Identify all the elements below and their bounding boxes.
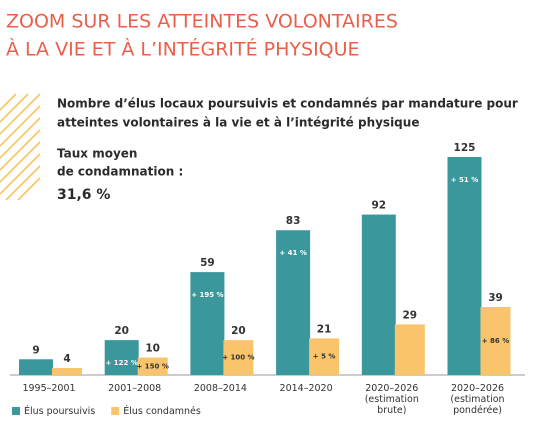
value-label: 20 <box>231 325 246 337</box>
x-tick-label: 2020–2026 (estimation pondérée) <box>450 383 505 416</box>
value-label: 20 <box>114 325 129 337</box>
growth-label: + 41 % <box>279 249 307 257</box>
x-tick-label: 2001–2008 <box>108 383 162 394</box>
chart-title: atteintes volontaires à la vie et à l’in… <box>57 116 419 130</box>
bar <box>19 359 53 375</box>
value-label: 39 <box>488 292 503 304</box>
bar <box>447 157 482 375</box>
value-label: 9 <box>32 344 39 356</box>
bar <box>104 340 139 375</box>
growth-label: + 51 % <box>451 176 479 184</box>
legend-label: Élus condamnés <box>123 405 201 417</box>
value-label: 10 <box>145 343 160 355</box>
bar <box>309 338 340 375</box>
bar <box>190 272 225 375</box>
bar <box>223 340 254 375</box>
decor-stripes <box>0 93 41 201</box>
growth-label: + 86 % <box>482 337 510 345</box>
x-tick-label: 2020–2026 (estimation brute) <box>364 383 419 416</box>
bar <box>52 368 82 375</box>
legend-label: Élus poursuivis <box>24 405 95 417</box>
chart-title: Nombre d’élus locaux poursuivis et conda… <box>57 97 518 111</box>
value-label: 92 <box>371 200 386 212</box>
value-label: 59 <box>200 257 215 269</box>
bar <box>361 214 396 375</box>
bar <box>394 324 425 375</box>
bar <box>480 306 511 375</box>
legend-swatch <box>111 407 120 415</box>
growth-label: + 5 % <box>313 353 336 361</box>
value-label: 21 <box>317 323 332 335</box>
growth-label: + 150 % <box>137 362 169 370</box>
annotation: Taux moyen <box>57 147 137 161</box>
annotation: 31,6 % <box>57 187 110 203</box>
growth-label: + 100 % <box>222 354 254 362</box>
page-title: À LA VIE ET À L’INTÉGRITÉ PHYSIQUE <box>6 38 360 61</box>
bar <box>137 357 168 375</box>
value-label: 4 <box>63 353 70 365</box>
value-label: 83 <box>286 215 301 227</box>
legend-swatch <box>12 407 20 415</box>
bar <box>276 230 311 375</box>
x-tick-label: 1995–2001 <box>22 383 76 394</box>
page-title: ZOOM SUR LES ATTEINTES VOLONTAIRES <box>6 11 398 33</box>
annotation: de condamnation : <box>57 165 183 179</box>
x-tick-label: 2008–2014 <box>193 383 247 394</box>
x-tick-label: 2014–2020 <box>279 383 333 394</box>
value-label: 29 <box>402 309 417 321</box>
growth-label: + 122 % <box>106 359 138 367</box>
value-label: 125 <box>454 142 476 154</box>
growth-label: + 195 % <box>191 291 223 299</box>
